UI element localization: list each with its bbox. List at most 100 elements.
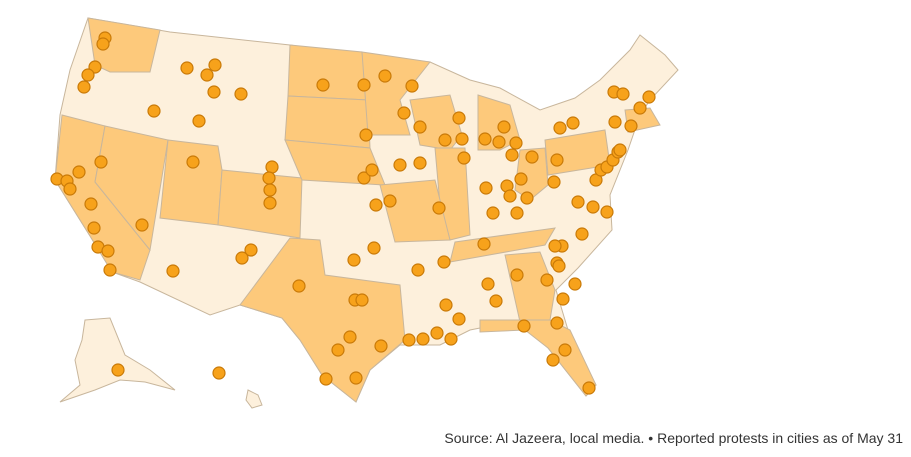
protest-dot: [292, 279, 306, 293]
protest-dot: [192, 114, 206, 128]
protest-dot: [319, 372, 333, 386]
protest-dot: [432, 201, 446, 215]
highlighted-states: [54, 17, 661, 403]
protest-dot: [411, 263, 425, 277]
protest-dot: [147, 104, 161, 118]
protest-dot: [438, 133, 452, 147]
state: [379, 179, 451, 243]
protest-dot: [263, 196, 277, 210]
protest-dot: [72, 165, 86, 179]
hawaii: [245, 389, 263, 409]
protest-dot: [430, 326, 444, 340]
protest-dot: [365, 163, 379, 177]
protest-dot: [582, 381, 596, 395]
protest-dot: [633, 101, 647, 115]
protest-dot: [316, 78, 330, 92]
protest-dot: [393, 158, 407, 172]
protest-dot: [166, 264, 180, 278]
protest-dot: [575, 227, 589, 241]
protest-dot: [552, 259, 566, 273]
protest-dot: [180, 61, 194, 75]
state: [479, 319, 597, 397]
protest-dot: [613, 143, 627, 157]
protest-dot: [244, 243, 258, 257]
protest-dot: [263, 183, 277, 197]
protest-dot: [479, 181, 493, 195]
protest-dot: [548, 239, 562, 253]
protest-dot: [514, 172, 528, 186]
protest-dot: [262, 171, 276, 185]
protest-dot: [343, 330, 357, 344]
protest-dot: [186, 155, 200, 169]
protest-dot: [492, 135, 506, 149]
protest-dot: [586, 200, 600, 214]
protest-dot: [101, 244, 115, 258]
protest-dot: [374, 339, 388, 353]
protest-dot: [600, 205, 614, 219]
protest-dot: [503, 189, 517, 203]
protest-dot: [477, 237, 491, 251]
protest-dots: [50, 31, 656, 395]
protest-dot: [616, 87, 630, 101]
protest-dot: [111, 363, 125, 377]
protest-dot: [457, 151, 471, 165]
protest-dot: [550, 153, 564, 167]
protest-dot: [77, 80, 91, 94]
protest-dot: [63, 182, 77, 196]
protest-dot: [517, 319, 531, 333]
protest-dot: [437, 255, 451, 269]
protest-dot: [265, 160, 279, 174]
protest-dot: [369, 198, 383, 212]
alaska: [59, 317, 176, 403]
protest-dot: [505, 148, 519, 162]
protest-dot: [402, 333, 416, 347]
protest-dot: [94, 155, 108, 169]
protest-dot: [207, 85, 221, 99]
protest-dot: [624, 119, 638, 133]
state: [239, 237, 406, 403]
protest-dot: [357, 78, 371, 92]
protest-dot: [103, 263, 117, 277]
protest-dot: [81, 68, 95, 82]
state: [217, 169, 303, 239]
protest-dot: [444, 332, 458, 346]
protest-dot: [520, 191, 534, 205]
protest-dot: [378, 69, 392, 83]
protest-dot: [397, 106, 411, 120]
protest-dot: [135, 218, 149, 232]
protest-dot: [546, 353, 560, 367]
protest-dot: [331, 343, 345, 357]
protest-dot: [553, 121, 567, 135]
state: [284, 95, 371, 149]
state: [449, 227, 556, 263]
protest-dot: [566, 116, 580, 130]
protest-dot: [212, 366, 226, 380]
protest-dot: [481, 277, 495, 291]
protest-dot: [547, 175, 561, 189]
protest-dot: [478, 132, 492, 146]
protest-dot: [489, 294, 503, 308]
protest-dot: [452, 111, 466, 125]
protest-dot: [413, 156, 427, 170]
protest-dot: [405, 79, 419, 93]
source-note: Source: Al Jazeera, local media. • Repor…: [444, 430, 903, 446]
protest-dot: [452, 312, 466, 326]
protest-dot: [355, 293, 369, 307]
protest-dot: [642, 90, 656, 104]
protest-dot: [347, 253, 361, 267]
protest-dot: [556, 292, 570, 306]
protest-dot: [497, 120, 511, 134]
protest-dot: [486, 206, 500, 220]
state: [287, 44, 369, 101]
protest-dot: [84, 197, 98, 211]
protest-dot: [235, 251, 249, 265]
protest-dot: [359, 128, 373, 142]
protest-dot: [571, 195, 585, 209]
protest-dot: [455, 132, 469, 146]
protest-dot: [87, 221, 101, 235]
protest-dot: [208, 58, 222, 72]
protest-dot: [510, 268, 524, 282]
protest-dot: [416, 332, 430, 346]
